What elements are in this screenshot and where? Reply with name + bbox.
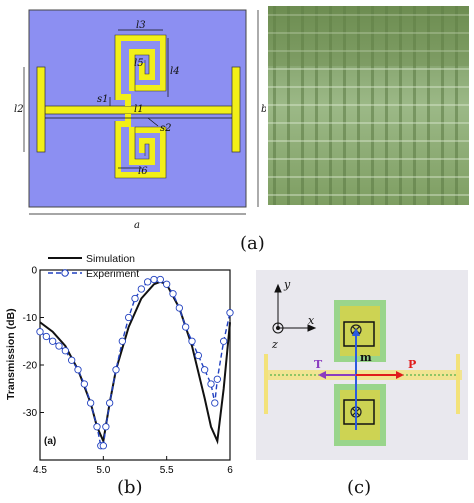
dim-label: l3 [136, 20, 146, 31]
experiment-point [99, 442, 107, 450]
experiment-point [175, 304, 183, 312]
transmission-chart: 4.5 5.0 5.5 6 0 -10 -20 -30 Transmission (dB) (… [5, 253, 234, 476]
x-tick-label: 5.5 [160, 465, 174, 476]
coordinate-axes [272, 283, 317, 334]
dim-label: l5 [134, 58, 144, 69]
panel-tag: (a) [44, 436, 56, 447]
m-label: m [360, 351, 372, 364]
panel-a-label: (a) [240, 233, 265, 254]
dim-label: l4 [170, 66, 180, 77]
panel-c-label: (c) [347, 477, 372, 498]
experiment-point [188, 337, 196, 345]
dim-label: b [261, 104, 266, 115]
dim-label: l1 [134, 104, 144, 115]
experiment-point [213, 375, 221, 383]
legend-experiment: Experiment [86, 268, 139, 280]
dim-label: l6 [138, 166, 148, 177]
experiment-point [118, 337, 126, 345]
experiment-point [80, 380, 88, 388]
field-distribution: m T P y x z [256, 270, 468, 460]
experiment-point [156, 275, 164, 284]
unit-cell-schematic: l3 l5 l4 s1 l2 l1 s2 b l6 a [14, 9, 266, 231]
experiment-point [87, 399, 95, 407]
left-end-field [264, 354, 268, 414]
dim-label: a [134, 220, 140, 231]
t-label: T [314, 358, 323, 371]
y-axis-label: Transmission (dB) [5, 308, 17, 400]
p-label: P [408, 358, 416, 371]
y-tick-label: -20 [23, 361, 38, 372]
upper-resonator-field [334, 300, 386, 362]
dim-label: s2 [160, 123, 172, 134]
experiment-point [36, 328, 44, 336]
experiment-point [55, 342, 63, 350]
experiment-point [150, 275, 158, 284]
experiment-point [74, 366, 82, 374]
lower-resonator-field [334, 384, 386, 446]
experiment-point [93, 423, 101, 431]
right-end-field [456, 354, 460, 414]
experiment-point [106, 399, 114, 407]
experiment-point [211, 399, 219, 407]
experiment-point [163, 280, 171, 288]
experiment-point [220, 337, 228, 345]
experiment-point [169, 290, 177, 298]
experiment-point [201, 366, 209, 374]
experiment-point [49, 337, 57, 345]
dim-label: s1 [97, 94, 109, 105]
dim-label: l2 [14, 104, 24, 115]
experiment-point [226, 309, 234, 317]
x-axis-symbol: x [308, 314, 315, 327]
lower-spiral [115, 114, 166, 178]
experiment-point [207, 380, 215, 388]
experiment-point [137, 285, 145, 293]
upper-spiral [115, 35, 166, 106]
legend-exp-marker [61, 269, 69, 277]
x-tick-label: 4.5 [33, 465, 47, 476]
z-axis-symbol: z [271, 338, 278, 351]
experiment-point [61, 347, 69, 355]
x-tick-label: 5.0 [96, 465, 110, 476]
experiment-point [125, 313, 133, 322]
y-axis-symbol: y [283, 278, 291, 291]
right-end-bar [231, 66, 241, 153]
experiment-point [182, 323, 190, 331]
legend-simulation: Simulation [86, 253, 135, 265]
panel-b-label: (b) [117, 477, 143, 498]
x-tick-label: 6 [227, 465, 233, 476]
y-tick-label: -10 [23, 313, 38, 324]
experiment-point [112, 366, 120, 374]
experiment-point [102, 423, 110, 431]
y-tick-label: 0 [31, 266, 37, 277]
sample-photo [268, 6, 469, 205]
experiment-point [42, 332, 50, 341]
experiment-point [194, 351, 202, 360]
series-line-experiment [39, 278, 231, 447]
y-tick-label: -30 [23, 408, 38, 419]
experiment-point [144, 278, 152, 286]
left-end-bar [36, 66, 46, 153]
experiment-point [131, 294, 139, 303]
experiment-point [68, 356, 76, 364]
